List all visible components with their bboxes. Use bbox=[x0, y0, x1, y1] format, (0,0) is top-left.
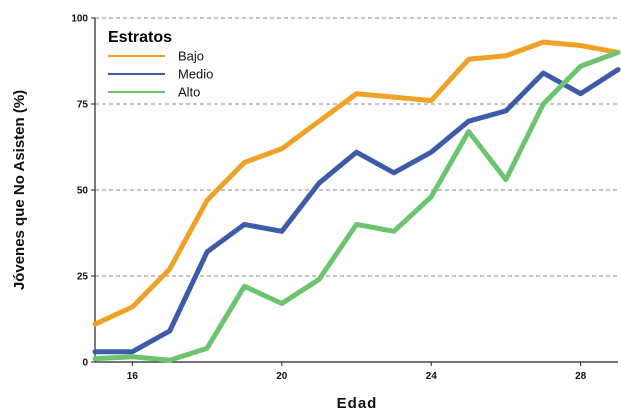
series-line-medio bbox=[92, 67, 621, 355]
y-tick-label-75: 75 bbox=[77, 100, 89, 111]
legend-label-alto: Alto bbox=[178, 85, 200, 100]
legend: Estratos Bajo Medio Alto bbox=[108, 29, 213, 100]
y-tick-label-25: 25 bbox=[77, 272, 89, 283]
series-line-alto bbox=[92, 49, 621, 363]
y-tick-label-0: 0 bbox=[82, 358, 88, 369]
y-axis-title: Jóvenes que No Asisten (%) bbox=[11, 90, 28, 290]
x-tick-label-20: 20 bbox=[276, 371, 288, 382]
x-ticks: 16 20 24 28 bbox=[127, 362, 587, 382]
legend-label-medio: Medio bbox=[178, 67, 213, 82]
series-line-bajo bbox=[92, 39, 621, 327]
x-tick-label-16: 16 bbox=[127, 371, 139, 382]
y-ticks: 0 25 50 75 100 bbox=[71, 14, 95, 369]
y-tick-label-100: 100 bbox=[71, 14, 88, 25]
legend-title: Estratos bbox=[108, 29, 172, 46]
x-axis-title: Edad bbox=[337, 395, 378, 412]
legend-label-bajo: Bajo bbox=[178, 49, 204, 64]
y-tick-label-50: 50 bbox=[77, 186, 89, 197]
x-tick-label-28: 28 bbox=[575, 371, 587, 382]
gridlines bbox=[95, 17, 618, 277]
series-lines bbox=[92, 39, 621, 363]
x-tick-label-24: 24 bbox=[426, 371, 438, 382]
